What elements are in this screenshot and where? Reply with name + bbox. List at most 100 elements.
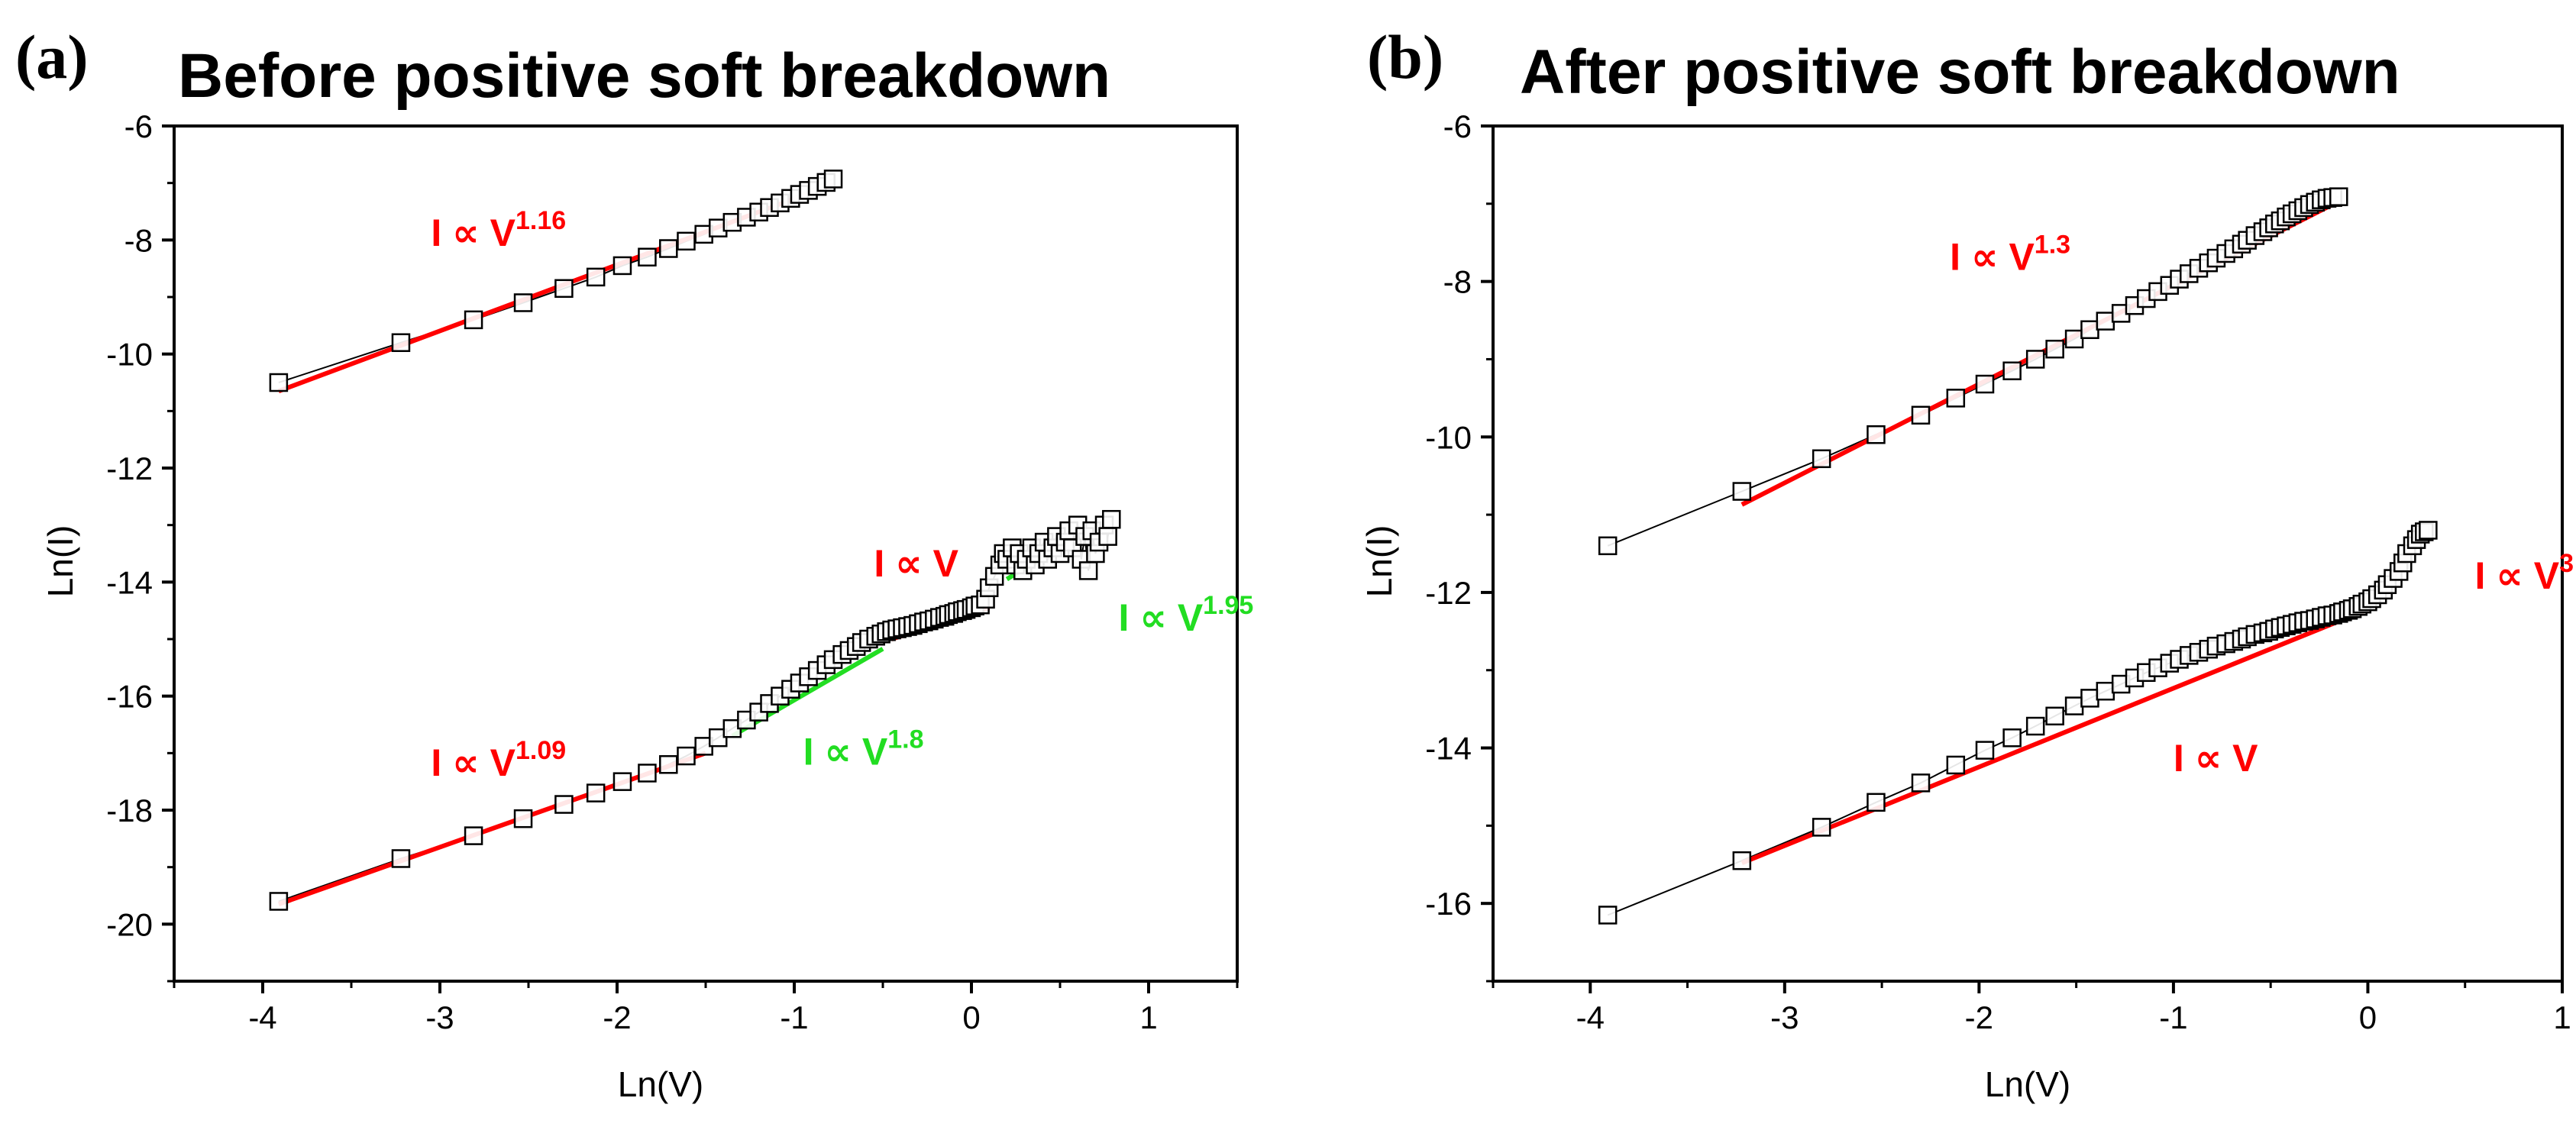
- panel-a-annotation-3-text: I ∝ V: [803, 730, 888, 773]
- panel-a-annotation-3-exponent: 1.8: [887, 725, 923, 754]
- panel-a-series-1-point: [677, 231, 696, 251]
- panel-b-series-2-point: [1867, 793, 1886, 812]
- panel-a-series-1-point: [638, 247, 657, 266]
- panel-a-series-2-point: [1078, 561, 1098, 580]
- panel-a-y-tick-label: -12: [106, 450, 153, 486]
- panel-a-y-tick-label: -14: [106, 564, 153, 600]
- panel-b-series-2-point: [2064, 696, 2084, 715]
- panel-a-x-tick-label: -2: [603, 999, 631, 1035]
- panel-b-x-tick-label: -2: [1965, 999, 1993, 1035]
- panel-a-y-tick-label: -20: [106, 906, 153, 942]
- panel-b-annotation-1-text: I ∝ V: [1950, 235, 2035, 278]
- panel-b-annotation-3: I ∝ V3: [2474, 549, 2574, 597]
- panel-b-series-1-point: [1975, 374, 1995, 394]
- panel-b-series-2-point: [1812, 818, 1831, 837]
- panel-b-series-1-point: [1867, 425, 1886, 444]
- panel-a-y-tick-label: -6: [124, 108, 153, 144]
- panel-b-series-2-point: [2045, 706, 2064, 726]
- panel-b-y-tick-label: -8: [1443, 264, 1472, 300]
- panel-a-series-2-point: [464, 826, 483, 845]
- panel-a-annotation-2-text: I ∝ V: [431, 741, 516, 784]
- panel-a-annotation-1-text: I ∝ V: [431, 212, 516, 254]
- panel-b-x-tick-label: 1: [2553, 999, 2571, 1035]
- panel-a-series-2-point: [269, 892, 289, 911]
- panel-b-series-2-point: [1911, 773, 1931, 793]
- panel-b-title: After positive soft breakdown: [1520, 37, 2400, 107]
- panel-b-series-1-point: [2329, 187, 2348, 206]
- panel-b-annotation-3-exponent: 3: [2559, 549, 2574, 578]
- panel-b-y-tick-label: -16: [1425, 886, 1472, 922]
- panel-b-series-1-point: [1911, 405, 1931, 425]
- panel-b-series-1-point: [1732, 482, 1752, 501]
- panel-b-y-tick-label: -6: [1443, 108, 1472, 144]
- panel-b-series-2-point: [2080, 689, 2099, 708]
- panel-a-series-1-point: [464, 310, 483, 330]
- panel-b-series-1-point: [2096, 312, 2115, 331]
- panel-b-series-2-point: [1946, 755, 1966, 775]
- panel-a-annotation-5-exponent: 1.95: [1203, 591, 1253, 620]
- panel-a-series-2-point: [659, 755, 678, 774]
- panel-b-series-2-point: [2419, 521, 2438, 540]
- panel-b-series-2-point: [1598, 906, 1618, 925]
- panel-b-y-tick-label: -10: [1425, 419, 1472, 455]
- panel-b-series-1-point: [2080, 320, 2099, 340]
- panel-b-series-1-point: [1812, 449, 1831, 469]
- panel-a-series-2-point: [677, 746, 696, 766]
- panel-a-series-2-point: [1098, 527, 1117, 546]
- panel-b-x-tick-label: -1: [2159, 999, 2187, 1035]
- panel-a-x-tick-label: 0: [962, 999, 980, 1035]
- panel-a-series-1-point: [391, 333, 411, 352]
- panel-b-series-1-point: [1946, 389, 1966, 408]
- panel-a-annotation-5: I ∝ V1.95: [1119, 591, 1254, 639]
- panel-b-x-tick-label: -4: [1576, 999, 1605, 1035]
- panel-a-x-tick-label: -3: [425, 999, 454, 1035]
- panel-a-series-2-point: [1102, 509, 1121, 529]
- panel-b-annotation-1: I ∝ V1.3: [1950, 230, 2070, 278]
- panel-b-y-tick-label: -12: [1425, 575, 1472, 611]
- panel-a-annotation-2-exponent: 1.09: [516, 736, 566, 765]
- panel-b-series-2-point: [1732, 851, 1752, 870]
- panel-a-series-1-point: [554, 279, 574, 299]
- panel-b-x-tick-label: -3: [1770, 999, 1799, 1035]
- panel-b-y-axis-label: Ln(I): [1359, 525, 1399, 598]
- panel-a-series-1-point: [513, 293, 533, 312]
- panel-a-series-2-point: [554, 795, 574, 814]
- panel-b-x-tick-label: 0: [2359, 999, 2377, 1035]
- panel-a-x-tick-label: -1: [780, 999, 808, 1035]
- panel-a-series-2-point: [513, 809, 533, 828]
- panel-a-annotation-3: I ∝ V1.8: [803, 725, 924, 773]
- panel-a-label: (a): [15, 22, 89, 92]
- panel-a-series-2-point: [586, 783, 606, 802]
- panel-a-series-1-point: [269, 373, 289, 392]
- panel-b: (b) After positive soft breakdown -4 -3 -2…: [1359, 22, 2574, 1104]
- panel-b-series-1-point: [2025, 350, 2045, 369]
- panel-a-series-1-point: [823, 170, 843, 189]
- panel-a-annotation-4-text: I ∝ V: [874, 542, 958, 585]
- panel-a-x-tick-label: -4: [248, 999, 276, 1035]
- panel-a-series-1-point: [586, 267, 606, 287]
- panel-a-plot: -4 -3 -2 -1 0 1-20-18-16-14-12-10-8-6I ∝ V1.1…: [106, 108, 1253, 1035]
- panel-a-y-tick-label: -10: [106, 337, 153, 373]
- panel-a-title: Before positive soft breakdown: [178, 41, 1110, 111]
- panel-a-y-tick-label: -8: [124, 222, 153, 258]
- panel-a-y-tick-label: -18: [106, 793, 153, 828]
- panel-b-series-1-point: [2002, 361, 2022, 380]
- panel-a-x-axis-label: Ln(V): [618, 1064, 703, 1104]
- panel-b-plot-frame: [1492, 124, 2564, 983]
- panel-b-series-1-point: [1598, 536, 1618, 556]
- panel-a: (a) Before positive soft breakdown -4 -3 -…: [15, 22, 1253, 1104]
- panel-b-plot: -4 -3 -2 -1 0 1-16-14-12-10-8-6I ∝ V1.3I ∝ VI…: [1425, 108, 2574, 1035]
- panel-b-series-2-point: [1975, 741, 1995, 760]
- panel-a-y-axis-label: Ln(I): [40, 525, 80, 598]
- panel-a-annotation-1: I ∝ V1.16: [431, 206, 566, 254]
- panel-b-label: (b): [1367, 22, 1443, 92]
- panel-b-annotation-1-exponent: 1.3: [2035, 230, 2070, 259]
- panel-b-annotation-2: I ∝ V: [2174, 737, 2258, 780]
- panel-a-fit-line-2: [277, 751, 707, 907]
- panel-a-series-1-point: [612, 256, 632, 276]
- panel-b-series-2-point: [2002, 728, 2022, 748]
- panel-a-annotation-5-text: I ∝ V: [1119, 596, 1204, 639]
- panel-a-annotation-4: I ∝ V: [874, 542, 958, 585]
- panel-a-series-2-point: [391, 849, 411, 868]
